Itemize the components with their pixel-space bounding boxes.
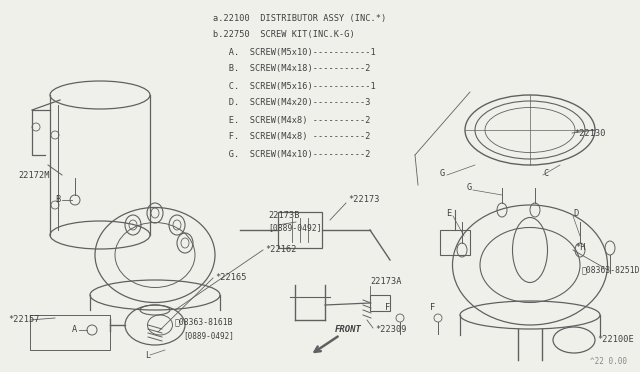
Text: *22157: *22157 bbox=[8, 315, 40, 324]
Text: 22172M: 22172M bbox=[18, 170, 49, 180]
Text: B.  SCREW(M4x18)----------2: B. SCREW(M4x18)----------2 bbox=[213, 64, 371, 74]
Text: A: A bbox=[72, 326, 77, 334]
Text: a.22100  DISTRIBUTOR ASSY (INC.*): a.22100 DISTRIBUTOR ASSY (INC.*) bbox=[213, 13, 387, 22]
Text: Ⓝ08363-8251D: Ⓝ08363-8251D bbox=[582, 266, 640, 275]
Text: A.  SCREW(M5x10)-----------1: A. SCREW(M5x10)-----------1 bbox=[213, 48, 376, 57]
Text: *22100E: *22100E bbox=[597, 336, 634, 344]
Text: *22130: *22130 bbox=[574, 128, 605, 138]
Bar bbox=[440, 230, 470, 255]
Text: F.  SCREW(M4x8) ----------2: F. SCREW(M4x8) ----------2 bbox=[213, 132, 371, 141]
Text: E: E bbox=[446, 208, 451, 218]
Text: L: L bbox=[145, 350, 150, 359]
Text: Ⓝ08363-8161B: Ⓝ08363-8161B bbox=[175, 317, 234, 327]
Text: C.  SCREW(M5x16)-----------1: C. SCREW(M5x16)-----------1 bbox=[213, 81, 376, 90]
Text: G: G bbox=[467, 183, 472, 192]
Bar bbox=[370, 295, 390, 311]
Text: *22162: *22162 bbox=[265, 246, 296, 254]
Text: G: G bbox=[440, 169, 445, 177]
Text: B: B bbox=[55, 196, 60, 205]
Text: G.  SCREW(M4x10)----------2: G. SCREW(M4x10)----------2 bbox=[213, 150, 371, 158]
Text: ^22 0.00: ^22 0.00 bbox=[590, 357, 627, 366]
Text: *22165: *22165 bbox=[215, 273, 246, 282]
Text: E.  SCREW(M4x8) ----------2: E. SCREW(M4x8) ----------2 bbox=[213, 115, 371, 125]
Text: D: D bbox=[573, 208, 579, 218]
Text: D.  SCREW(M4x20)----------3: D. SCREW(M4x20)----------3 bbox=[213, 99, 371, 108]
Text: *H: *H bbox=[575, 244, 586, 253]
Text: FRONT: FRONT bbox=[335, 326, 362, 334]
Bar bbox=[278, 212, 322, 248]
Text: F: F bbox=[385, 304, 390, 312]
Text: *22173: *22173 bbox=[348, 196, 380, 205]
Text: [0889-0492]: [0889-0492] bbox=[183, 331, 234, 340]
Text: b.22750  SCREW KIT(INC.K-G): b.22750 SCREW KIT(INC.K-G) bbox=[213, 31, 355, 39]
Text: F: F bbox=[430, 304, 435, 312]
Text: [0889-0492]: [0889-0492] bbox=[268, 224, 322, 232]
Text: C: C bbox=[543, 169, 548, 177]
Text: 22173A: 22173A bbox=[370, 278, 401, 286]
Text: 22173B: 22173B bbox=[268, 211, 300, 219]
Text: *22309: *22309 bbox=[375, 326, 406, 334]
